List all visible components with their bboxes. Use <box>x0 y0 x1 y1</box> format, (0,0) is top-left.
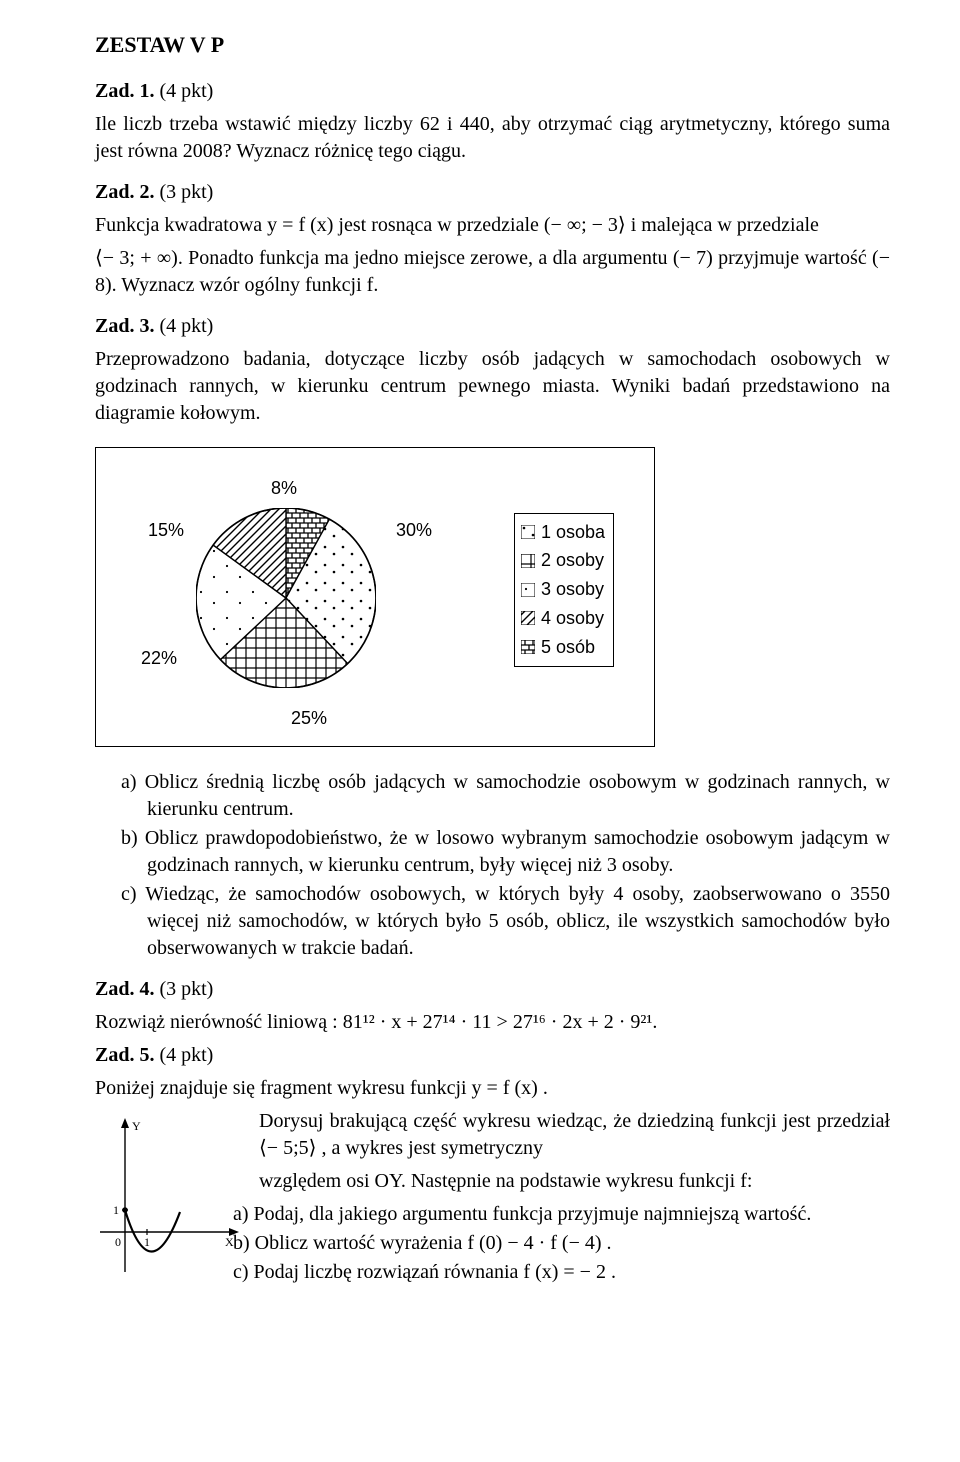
zad2-points: (3 pkt) <box>159 181 213 203</box>
zad3-c: c) Wiedząc, że samochodów osobowych, w k… <box>121 881 890 962</box>
zad3-subitems: a) Oblicz średnią liczbę osób jadących w… <box>95 769 890 962</box>
pct-22: 22% <box>141 646 177 670</box>
zad5-points: (4 pkt) <box>159 1044 213 1066</box>
zad3-a: a) Oblicz średnią liczbę osób jadących w… <box>121 769 890 823</box>
legend-row-3: 3 osoby <box>521 575 605 604</box>
legend-label-5: 5 osób <box>541 633 595 662</box>
one-y-label: 1 <box>113 1203 119 1217</box>
legend-row-4: 4 osoby <box>521 604 605 633</box>
pct-30: 30% <box>396 518 432 542</box>
pct-25: 25% <box>291 706 327 730</box>
pct-8: 8% <box>271 476 297 500</box>
legend-swatch-3 <box>521 583 535 597</box>
task-1: Zad. 1. (4 pkt) Ile liczb trzeba wstawić… <box>95 78 890 165</box>
legend-swatch-5 <box>521 640 535 654</box>
zad1-points: (4 pkt) <box>159 80 213 102</box>
legend-row-5: 5 osób <box>521 633 605 662</box>
zad5-a: a) Podaj, dla jakiego argumentu funkcja … <box>137 1201 890 1228</box>
zad2-text-b: ⟨− 3; + ∞). Ponadto funkcja ma jedno mie… <box>95 245 890 299</box>
zad4-label: Zad. 4. <box>95 978 154 1000</box>
legend-swatch-4 <box>521 611 535 625</box>
zad5-intro: Poniżej znajduje się fragment wykresu fu… <box>95 1075 890 1102</box>
legend-swatch-2 <box>521 554 535 568</box>
task-2: Zad. 2. (3 pkt) Funkcja kwadratowa y = f… <box>95 179 890 299</box>
pie-chart-frame: 8% 30% 25% 22% 15% 1 osoba 2 osoby 3 oso… <box>95 447 655 747</box>
legend-swatch-1 <box>521 525 535 539</box>
origin-label: 0 <box>115 1235 121 1249</box>
zad4-points: (3 pkt) <box>159 978 213 1000</box>
zad1-text: Ile liczb trzeba wstawić między liczby 6… <box>95 111 890 165</box>
zad4-text: Rozwiąż nierówność liniową : 81¹² · x + … <box>95 1009 890 1036</box>
zad5-b: b) Oblicz wartość wyrażenia f (0) − 4 · … <box>137 1230 890 1257</box>
legend-label-3: 3 osoby <box>541 575 604 604</box>
zad5-c: c) Podaj liczbę rozwiązań równania f (x)… <box>137 1259 890 1286</box>
function-graph: Y X 0 1 1 <box>95 1112 245 1282</box>
one-x-label: 1 <box>144 1235 150 1249</box>
zad3-text: Przeprowadzono badania, dotyczące liczby… <box>95 346 890 427</box>
legend-label-2: 2 osoby <box>541 546 604 575</box>
zad1-label: Zad. 1. <box>95 80 154 102</box>
legend-label-1: 1 osoba <box>541 518 605 547</box>
legend-row-1: 1 osoba <box>521 518 605 547</box>
page-title: ZESTAW V P <box>95 30 890 60</box>
zad3-points: (4 pkt) <box>159 315 213 337</box>
pie-legend: 1 osoba 2 osoby 3 osoby 4 osoby 5 osób <box>514 513 614 667</box>
task-4: Zad. 4. (3 pkt) Rozwiąż nierówność linio… <box>95 976 890 1036</box>
task-3: Zad. 3. (4 pkt) Przeprowadzono badania, … <box>95 313 890 427</box>
task-5: Zad. 5. (4 pkt) Poniżej znajduje się fra… <box>95 1042 890 1288</box>
zad3-label: Zad. 3. <box>95 315 154 337</box>
legend-row-2: 2 osoby <box>521 546 605 575</box>
zad2-label: Zad. 2. <box>95 181 154 203</box>
legend-label-4: 4 osoby <box>541 604 604 633</box>
zad2-text-a: Funkcja kwadratowa y = f (x) jest rosnąc… <box>95 212 890 239</box>
zad5-label: Zad. 5. <box>95 1044 154 1066</box>
pie-chart <box>196 508 376 696</box>
pct-15: 15% <box>148 518 184 542</box>
zad3-b: b) Oblicz prawdopodobieństwo, że w losow… <box>121 825 890 879</box>
axis-y-label: Y <box>132 1119 141 1133</box>
